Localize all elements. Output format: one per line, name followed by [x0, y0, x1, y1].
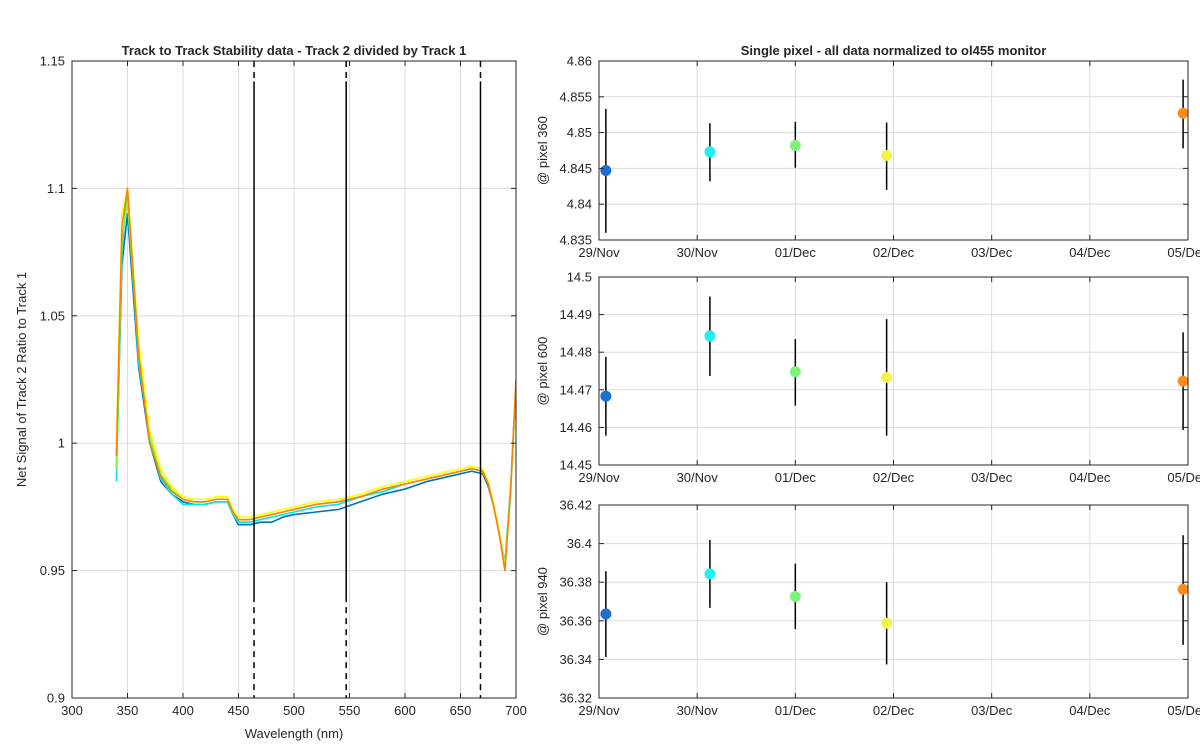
- plot-content: [115, 61, 516, 698]
- data-point: [881, 617, 893, 629]
- chart-title: Single pixel - all data normalized to ol…: [741, 43, 1047, 58]
- chart-panel-2: 29/Nov 30/Nov 01/Dec 02/Dec 03/Dec 04/Dec 05/D…: [535, 43, 1200, 260]
- x-tick-label: 01/Dec: [775, 470, 817, 485]
- x-tick-label: 30/Nov: [677, 245, 719, 260]
- plot-content: [600, 535, 1188, 665]
- x-tick-label: 350: [117, 703, 139, 718]
- data-point: [789, 590, 801, 602]
- chart-title: Track to Track Stability data - Track 2 …: [122, 43, 467, 58]
- y-tick-label: 14.5: [567, 270, 592, 285]
- x-tick-label: 03/Dec: [971, 703, 1013, 718]
- chart-panel-3: 29/Nov 30/Nov 01/Dec 02/Dec 03/Dec 04/Dec 05/D…: [535, 270, 1200, 486]
- x-axis-label: Wavelength (nm): [245, 726, 344, 741]
- y-tick-label: 4.855: [559, 89, 592, 104]
- chart-panel-4: 29/Nov 30/Nov 01/Dec 02/Dec 03/Dec 04/Dec 05/D…: [535, 498, 1200, 719]
- y-tick-label: 4.86: [567, 54, 592, 69]
- data-point: [789, 366, 801, 378]
- x-tick-label: 02/Dec: [873, 470, 915, 485]
- y-tick-label: 4.835: [559, 233, 592, 248]
- x-tick-label: 03/Dec: [971, 245, 1013, 260]
- x-tick-label: 29/Nov: [578, 470, 620, 485]
- y-tick-label: 4.845: [559, 161, 592, 176]
- x-tick-label: 300: [61, 703, 83, 718]
- plot-content: [600, 296, 1188, 436]
- x-tick-label: 550: [339, 703, 361, 718]
- x-tick-label: 04/Dec: [1069, 470, 1111, 485]
- x-tick-label: 05/Dec: [1167, 703, 1200, 718]
- y-tick-label: 4.85: [567, 125, 592, 140]
- x-tick-label: 600: [394, 703, 416, 718]
- data-point: [600, 390, 612, 402]
- x-tick-label: 29/Nov: [578, 245, 620, 260]
- x-tick-label: 29/Nov: [578, 703, 620, 718]
- x-tick-label: 04/Dec: [1069, 245, 1111, 260]
- chart-panel-1: 300 350 400 450 500 550 600 650 700 0.9 0.95 1 1.05 1…: [14, 43, 527, 741]
- x-tick-label: 700: [505, 703, 527, 718]
- data-point: [881, 150, 893, 162]
- y-tick-label: 14.47: [559, 382, 592, 397]
- y-tick-label: 14.49: [559, 307, 592, 322]
- data-point: [600, 608, 612, 620]
- x-tick-label: 650: [450, 703, 472, 718]
- y-tick-label: 4.84: [567, 197, 592, 212]
- x-tick-label: 04/Dec: [1069, 703, 1111, 718]
- data-point: [704, 568, 716, 580]
- x-tick-label: 01/Dec: [775, 703, 817, 718]
- x-tick-label: 02/Dec: [873, 245, 915, 260]
- y-tick-label: 14.46: [559, 420, 592, 435]
- x-tick-label: 05/Dec: [1167, 470, 1200, 485]
- x-tick-label: 400: [172, 703, 194, 718]
- x-tick-label: 500: [283, 703, 305, 718]
- data-point: [881, 371, 893, 383]
- data-point: [704, 330, 716, 342]
- data-point: [704, 146, 716, 158]
- y-tick-label: 1.15: [40, 54, 65, 69]
- y-tick-label: 14.45: [559, 458, 592, 473]
- series-line: [115, 187, 516, 569]
- y-tick-label: 1: [58, 436, 65, 451]
- data-point: [600, 165, 612, 177]
- x-tick-label: 30/Nov: [677, 470, 719, 485]
- y-axis-label: Net Signal of Track 2 Ratio to Track 1: [14, 272, 29, 487]
- y-tick-label: 1.1: [47, 181, 65, 196]
- data-point: [1177, 107, 1188, 119]
- x-tick-label: 02/Dec: [873, 703, 915, 718]
- x-tick-label: 01/Dec: [775, 245, 817, 260]
- y-axis-label: @ pixel 360: [535, 116, 550, 185]
- charts-layer: 300 350 400 450 500 550 600 650 700 0.9 0.95 1 1.05 1…: [14, 43, 1200, 741]
- y-tick-label: 36.36: [559, 613, 592, 628]
- y-tick-label: 36.38: [559, 575, 592, 590]
- y-tick-label: 0.9: [47, 691, 65, 706]
- y-tick-label: 0.95: [40, 563, 65, 578]
- data-point: [1177, 375, 1188, 387]
- y-tick-label: 36.32: [559, 691, 592, 706]
- y-tick-label: 36.34: [559, 652, 592, 667]
- data-point: [789, 139, 801, 151]
- plot-content: [600, 79, 1188, 233]
- y-axis-label: @ pixel 600: [535, 337, 550, 406]
- y-axis-label: @ pixel 940: [535, 567, 550, 636]
- y-tick-label: 36.42: [559, 498, 592, 513]
- x-tick-label: 450: [228, 703, 250, 718]
- y-tick-label: 14.48: [559, 345, 592, 360]
- x-tick-label: 05/Dec: [1167, 245, 1200, 260]
- x-tick-label: 30/Nov: [677, 703, 719, 718]
- series-line: [115, 187, 516, 572]
- y-tick-label: 1.05: [40, 308, 65, 323]
- data-point: [1177, 583, 1188, 595]
- x-tick-label: 03/Dec: [971, 470, 1013, 485]
- y-tick-label: 36.4: [567, 536, 592, 551]
